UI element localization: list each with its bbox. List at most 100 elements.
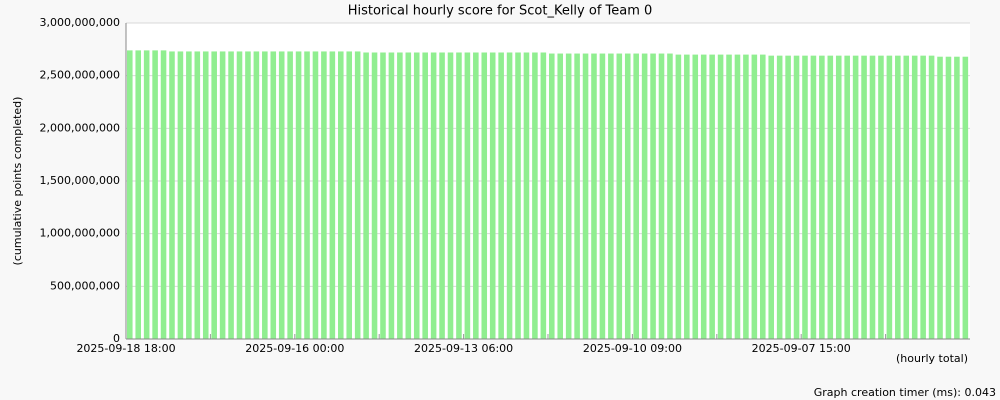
- x-tick-label: 2025-09-18 18:00: [76, 342, 175, 355]
- chart-title: Historical hourly score for Scot_Kelly o…: [348, 4, 653, 19]
- bar: [962, 56, 969, 339]
- bar: [624, 53, 631, 340]
- y-tick-label: 0: [113, 332, 120, 345]
- bar: [700, 54, 707, 339]
- bar: [675, 54, 682, 339]
- bar: [852, 55, 859, 340]
- bar: [186, 51, 192, 339]
- y-axis-label: (cumulative points completed): [11, 97, 24, 266]
- bar: [954, 56, 960, 339]
- bar: [650, 53, 656, 340]
- bar: [152, 50, 158, 340]
- bar: [565, 53, 572, 340]
- y-tick-label: 2,500,000,000: [40, 69, 120, 82]
- x-tick-label: 2025-09-13 06:00: [414, 342, 513, 355]
- bar: [903, 55, 910, 340]
- bar: [937, 56, 943, 339]
- bar: [835, 55, 842, 340]
- bar: [354, 51, 361, 339]
- bar: [827, 55, 834, 340]
- bar: [397, 52, 403, 339]
- bar: [641, 53, 648, 340]
- bar: [169, 51, 175, 339]
- bar: [194, 51, 201, 339]
- bar: [506, 52, 513, 339]
- bar: [202, 51, 209, 339]
- bar: [810, 55, 817, 340]
- bar: [861, 55, 867, 340]
- bar: [329, 51, 336, 339]
- x-axis-label: (hourly total): [896, 352, 968, 365]
- bar: [557, 53, 564, 340]
- bar: [819, 55, 825, 340]
- bar: [945, 56, 952, 339]
- bar: [616, 53, 623, 340]
- bar: [346, 51, 353, 339]
- bar: [582, 53, 589, 340]
- bar: [405, 52, 412, 339]
- bar: [371, 52, 378, 339]
- bar: [709, 54, 715, 339]
- bar: [413, 52, 420, 339]
- bar: [633, 53, 639, 340]
- bar: [143, 50, 150, 340]
- bar: [895, 55, 901, 340]
- bar: [844, 55, 850, 340]
- x-tick-label: 2025-09-07 15:00: [752, 342, 851, 355]
- bar: [886, 55, 893, 340]
- bar: [523, 52, 530, 339]
- bar: [515, 52, 521, 339]
- bar: [743, 54, 749, 339]
- bar: [312, 51, 319, 339]
- bar: [447, 52, 454, 339]
- bar: [684, 54, 690, 339]
- bar: [253, 51, 260, 339]
- bar: [692, 54, 699, 339]
- bar: [768, 55, 775, 340]
- y-tick-label: 3,000,000,000: [40, 16, 120, 29]
- bar: [127, 50, 133, 340]
- bar: [245, 51, 251, 339]
- bar: [211, 51, 217, 339]
- bar: [219, 51, 226, 339]
- bar: [439, 52, 445, 339]
- bar: [278, 51, 285, 339]
- bar: [658, 53, 665, 340]
- bar: [776, 55, 783, 340]
- bar: [911, 55, 918, 340]
- y-tick-label: 1,500,000,000: [40, 174, 120, 187]
- bar: [532, 52, 538, 339]
- bar: [481, 52, 488, 339]
- footer: Graph creation timer (ms): 0.043: [814, 386, 996, 399]
- bar: [667, 53, 673, 340]
- y-tick-label: 500,000,000: [50, 279, 120, 292]
- bar: [802, 55, 808, 340]
- bar: [760, 54, 766, 339]
- y-tick-label: 1,000,000,000: [40, 227, 120, 240]
- bar: [489, 52, 496, 339]
- bar: [785, 55, 791, 340]
- bar: [591, 53, 597, 340]
- bar: [135, 50, 142, 340]
- bar: [574, 53, 580, 340]
- bar: [160, 50, 167, 340]
- x-tick-label: 2025-09-16 00:00: [245, 342, 344, 355]
- bar: [498, 52, 504, 339]
- bar: [599, 53, 606, 340]
- bar: [228, 51, 234, 339]
- bar: [177, 51, 184, 339]
- bar: [422, 52, 428, 339]
- bar: [236, 51, 243, 339]
- bar: [928, 55, 935, 340]
- bar: [464, 52, 471, 339]
- bar: [270, 51, 277, 339]
- bar: [456, 52, 462, 339]
- bar: [540, 52, 547, 339]
- bar: [751, 54, 758, 339]
- bar: [262, 51, 268, 339]
- bar: [608, 53, 614, 340]
- bar: [321, 51, 327, 339]
- bar: [388, 52, 395, 339]
